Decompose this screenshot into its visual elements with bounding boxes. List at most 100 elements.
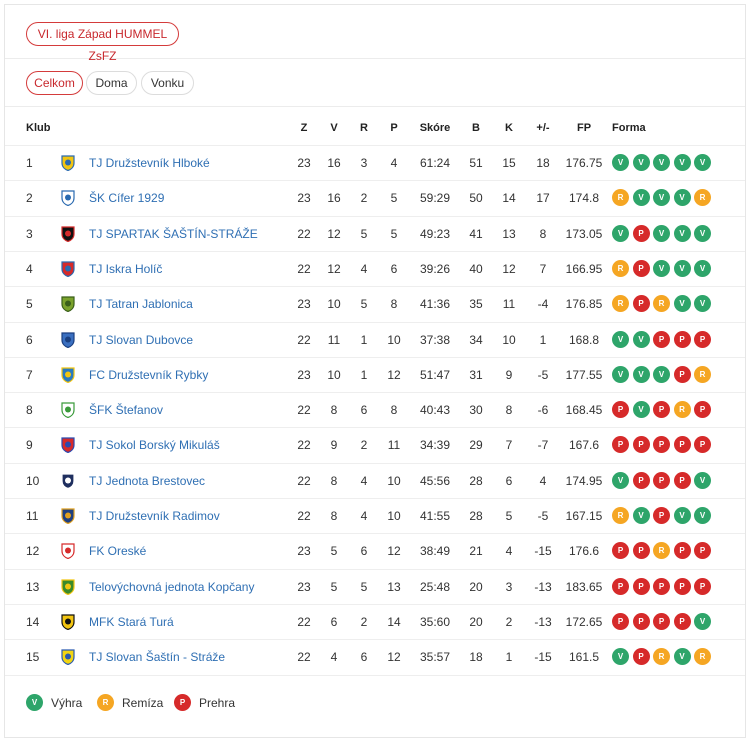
loss-badge-icon[interactable]: P xyxy=(694,401,711,419)
loss-badge-icon[interactable]: P xyxy=(612,612,629,630)
loss-badge-icon[interactable]: P xyxy=(653,612,670,630)
team-link[interactable]: TJ SPARTAK ŠAŠTÍN-STRÁŽE xyxy=(89,226,258,241)
team-link[interactable]: TJ Družstevník Hlboké xyxy=(89,156,210,170)
loss-badge-icon[interactable]: P xyxy=(632,648,650,666)
win-badge-icon[interactable]: V xyxy=(632,154,650,171)
win-badge-icon[interactable]: V xyxy=(694,224,711,242)
win-badge-icon[interactable]: V xyxy=(653,224,670,242)
team-link[interactable]: FK Oreské xyxy=(89,544,147,559)
draw-badge-icon[interactable]: R xyxy=(694,648,711,666)
win-badge-icon[interactable]: V xyxy=(632,365,650,383)
team-link[interactable]: TJ Družstevník Radimov xyxy=(89,509,220,523)
loss-badge-icon[interactable]: P xyxy=(653,471,670,489)
draw-badge-icon[interactable]: R xyxy=(673,401,691,419)
league-selector-button[interactable]: VI. liga Západ HUMMEL ZsFZ xyxy=(26,22,179,63)
loss-badge-icon[interactable]: P xyxy=(632,612,650,630)
loss-badge-icon[interactable]: P xyxy=(632,295,650,313)
loss-badge-icon[interactable]: P xyxy=(673,471,691,489)
draw-badge-icon[interactable]: R xyxy=(653,648,670,666)
loss-badge-icon[interactable]: P xyxy=(673,612,691,630)
team-link[interactable]: TJ Slovan Dubovce xyxy=(89,332,194,347)
win-badge-icon[interactable]: V xyxy=(653,189,670,207)
draw-badge-icon[interactable]: R xyxy=(612,507,629,524)
win-badge-icon[interactable]: V xyxy=(694,507,711,524)
win-badge-icon[interactable]: V xyxy=(612,471,629,489)
draw-badge-icon[interactable]: R xyxy=(694,365,711,383)
draw-badge-icon[interactable]: R xyxy=(612,295,629,313)
rank-cell: 15 xyxy=(26,650,40,665)
win-badge-icon[interactable]: V xyxy=(612,330,629,348)
team-link[interactable]: ŠFK Štefanov xyxy=(89,403,164,418)
table-row: 5 TJ Tatran Jablonica 23 10 5 8 41:36 35 11 -4 176… xyxy=(5,286,745,321)
tab-celkom[interactable]: Celkom xyxy=(26,71,83,95)
loss-badge-icon[interactable]: P xyxy=(632,542,650,560)
loss-badge-icon[interactable]: P xyxy=(653,436,670,454)
win-badge-icon[interactable]: V xyxy=(632,189,650,207)
win-badge-icon[interactable]: V xyxy=(694,259,711,277)
team-link[interactable]: TJ Tatran Jablonica xyxy=(89,297,193,312)
win-badge-icon[interactable]: V xyxy=(694,471,711,489)
team-link[interactable]: TJ Iskra Holíč xyxy=(89,261,163,276)
loss-badge-icon[interactable]: P xyxy=(673,436,691,454)
v-cell: 5 xyxy=(330,579,338,594)
b-cell: 28 xyxy=(469,509,483,523)
loss-badge-icon[interactable]: P xyxy=(632,259,650,277)
team-link[interactable]: TJ Jednota Brestovec xyxy=(89,473,206,488)
draw-badge-icon[interactable]: R xyxy=(653,295,670,313)
loss-badge-icon[interactable]: P xyxy=(632,577,650,595)
team-link[interactable]: FC Družstevník Rybky xyxy=(89,367,209,382)
loss-badge-icon[interactable]: P xyxy=(673,365,691,383)
tab-vonku[interactable]: Vonku xyxy=(141,71,194,95)
loss-badge-icon[interactable]: P xyxy=(632,224,650,242)
win-badge-icon[interactable]: V xyxy=(673,507,691,524)
win-badge-icon[interactable]: V xyxy=(673,224,691,242)
loss-badge-icon[interactable]: P xyxy=(694,436,711,454)
win-badge-icon[interactable]: V xyxy=(673,295,691,313)
win-badge-icon[interactable]: V xyxy=(612,648,629,666)
win-badge-icon[interactable]: V xyxy=(653,365,670,383)
win-badge-icon[interactable]: V xyxy=(694,295,711,313)
loss-badge-icon[interactable]: P xyxy=(673,542,691,560)
win-badge-icon[interactable]: V xyxy=(632,401,650,419)
win-badge-icon[interactable]: V xyxy=(632,330,650,348)
loss-badge-icon[interactable]: P xyxy=(632,471,650,489)
loss-badge-icon[interactable]: P xyxy=(653,330,670,348)
loss-badge-icon[interactable]: P xyxy=(694,330,711,348)
win-badge-icon[interactable]: V xyxy=(673,648,691,666)
win-badge-icon[interactable]: V xyxy=(632,507,650,524)
loss-badge-icon[interactable]: P xyxy=(694,577,711,595)
loss-badge-icon[interactable]: P xyxy=(612,542,629,560)
draw-badge-icon[interactable]: R xyxy=(694,189,711,207)
win-badge-icon[interactable]: V xyxy=(673,189,691,207)
win-badge-icon[interactable]: V xyxy=(612,154,629,171)
loss-badge-icon[interactable]: P xyxy=(653,401,670,419)
team-link[interactable]: ŠK Cífer 1929 xyxy=(89,191,165,206)
p-cell: 6 xyxy=(390,261,398,276)
loss-badge-icon[interactable]: P xyxy=(673,330,691,348)
loss-badge-icon[interactable]: P xyxy=(653,577,670,595)
loss-badge-icon[interactable]: P xyxy=(694,542,711,560)
loss-badge-icon[interactable]: P xyxy=(612,577,629,595)
win-badge-icon[interactable]: V xyxy=(653,259,670,277)
win-badge-icon[interactable]: V xyxy=(612,224,629,242)
draw-badge-icon[interactable]: R xyxy=(612,189,629,207)
loss-badge-icon[interactable]: P xyxy=(653,507,670,524)
win-badge-icon[interactable]: V xyxy=(673,259,691,277)
fp-cell: 174.8 xyxy=(568,191,600,206)
team-link[interactable]: Telovýchovná jednota Kopčany xyxy=(89,579,255,594)
team-link[interactable]: TJ Sokol Borský Mikuláš xyxy=(89,438,220,453)
win-badge-icon[interactable]: V xyxy=(694,154,711,171)
loss-badge-icon[interactable]: P xyxy=(632,436,650,454)
win-badge-icon[interactable]: V xyxy=(694,612,711,630)
loss-badge-icon[interactable]: P xyxy=(673,577,691,595)
win-badge-icon[interactable]: V xyxy=(673,154,691,171)
loss-badge-icon[interactable]: P xyxy=(612,401,629,419)
tab-doma[interactable]: Doma xyxy=(86,71,137,95)
team-link[interactable]: MFK Stará Turá xyxy=(89,614,174,629)
win-badge-icon[interactable]: V xyxy=(612,365,629,383)
loss-badge-icon[interactable]: P xyxy=(612,436,629,454)
draw-badge-icon[interactable]: R xyxy=(612,259,629,277)
team-link[interactable]: TJ Slovan Šaštín - Stráže xyxy=(89,650,226,665)
win-badge-icon[interactable]: V xyxy=(653,154,670,171)
draw-badge-icon[interactable]: R xyxy=(653,542,670,560)
